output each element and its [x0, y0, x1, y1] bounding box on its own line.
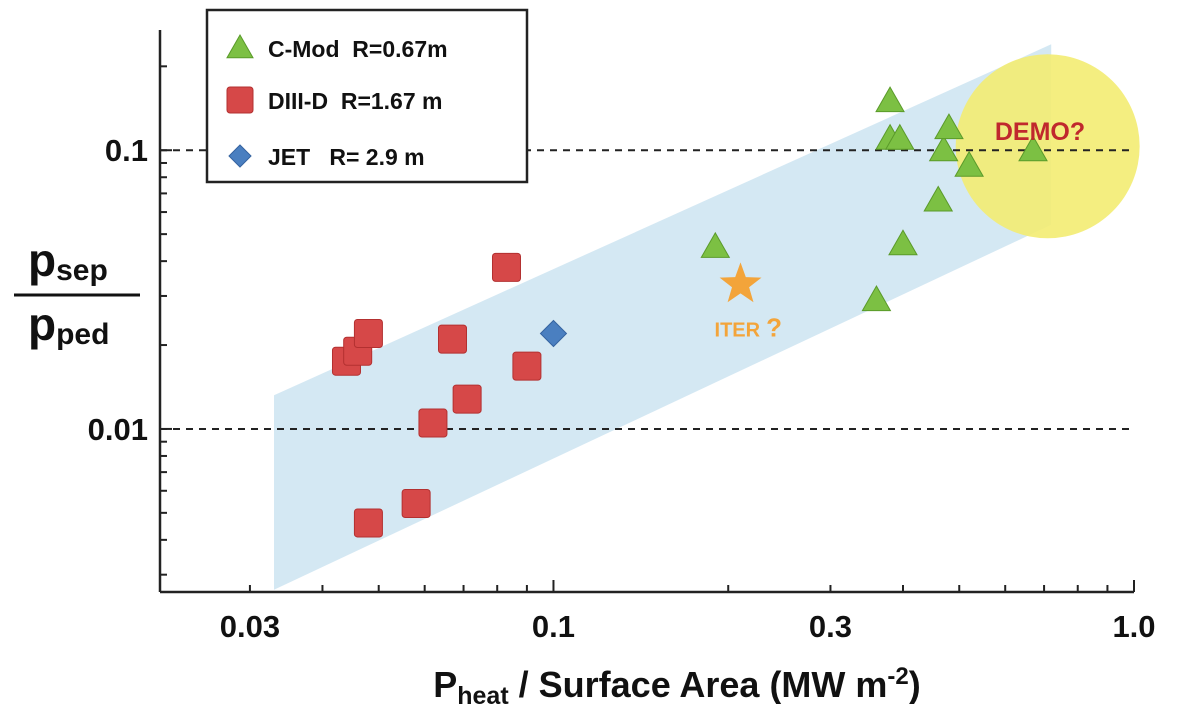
y-tick-label: 0.1 — [105, 133, 148, 168]
y-axis-title-denominator: pped — [28, 298, 109, 351]
legend-label: C-Mod R=0.67m — [268, 36, 448, 62]
iter-star-marker — [719, 262, 762, 303]
legend-marker-diamond — [228, 144, 252, 168]
data-point-square-1-7 — [452, 384, 482, 414]
labels-layer: 0.03 0.1 0.3 1.0 0.01 0.1 Pheat / Surface Area… — [14, 118, 1156, 704]
x-tick-label: 0.3 — [809, 609, 852, 644]
data-point-square-1-5 — [418, 408, 448, 438]
uncertainty-band — [274, 44, 1052, 590]
data-point-square-1-3 — [353, 508, 383, 538]
demo-label: DEMO? — [995, 118, 1085, 146]
uncertainty-band-layer — [274, 44, 1052, 590]
y-axis-title-numerator: psep — [28, 234, 108, 287]
data-point-triangle-0-10 — [1018, 135, 1048, 162]
data-point-square-1-6 — [438, 324, 468, 354]
data-point-triangle-0-1 — [861, 285, 892, 312]
data-point-diamond-2-0 — [539, 319, 568, 348]
legend-box — [205, 8, 529, 184]
x-axis-title-sub: heat — [457, 682, 509, 704]
y-axis-title-denominator-sub: ped — [56, 318, 109, 351]
iter-label-text: ITER — [715, 319, 761, 341]
data-point-triangle-0-6 — [923, 185, 954, 212]
x-tick-label: 1.0 — [1112, 609, 1155, 644]
y-axis-title-numerator-main: p — [28, 234, 56, 286]
data-point-triangle-0-4 — [884, 123, 915, 150]
data-point-triangle-0-7 — [928, 135, 959, 162]
data-point-square-1-4 — [401, 489, 431, 519]
legend-label: DIII-D R=1.67 m — [268, 88, 442, 114]
y-axis-title-denominator-main: p — [28, 298, 56, 350]
x-axis-title-close: ) — [909, 664, 921, 704]
y-axis-title-numerator-sub: sep — [56, 254, 108, 287]
y-tick-label: 0.01 — [88, 412, 148, 447]
demo-circle — [955, 54, 1140, 239]
iter-label: ITER? — [715, 312, 782, 342]
x-axis-title-rest: / Surface Area (MW m — [509, 664, 888, 704]
x-axis-title: Pheat / Surface Area (MW m-2) — [433, 663, 921, 704]
legend-marker-square — [226, 86, 254, 114]
data-point-triangle-0-2 — [875, 86, 905, 113]
data-point-square-1-2 — [353, 319, 383, 349]
axes-layer — [158, 30, 1135, 594]
data-point-square-1-9 — [512, 351, 542, 381]
legend: C-Mod R=0.67m DIII-D R=1.67 m JET R= 2.9 m — [205, 8, 529, 184]
x-axis-title-main: P — [433, 664, 457, 704]
x-axis-title-sup: -2 — [887, 663, 908, 690]
data-point-triangle-0-5 — [888, 229, 918, 256]
data-point-triangle-0-9 — [954, 150, 984, 177]
x-tick-label: 0.03 — [220, 609, 280, 644]
annotation-layer — [955, 54, 1140, 239]
legend-marker-triangle — [226, 33, 254, 59]
x-tick-label: 0.1 — [532, 609, 575, 644]
data-point-triangle-0-0 — [700, 231, 731, 258]
data-point-square-1-8 — [491, 252, 521, 282]
data-point-triangle-0-8 — [934, 113, 964, 140]
legend-label: JET R= 2.9 m — [268, 144, 425, 170]
data-points-layer — [331, 86, 1048, 538]
iter-label-question: ? — [766, 312, 782, 342]
